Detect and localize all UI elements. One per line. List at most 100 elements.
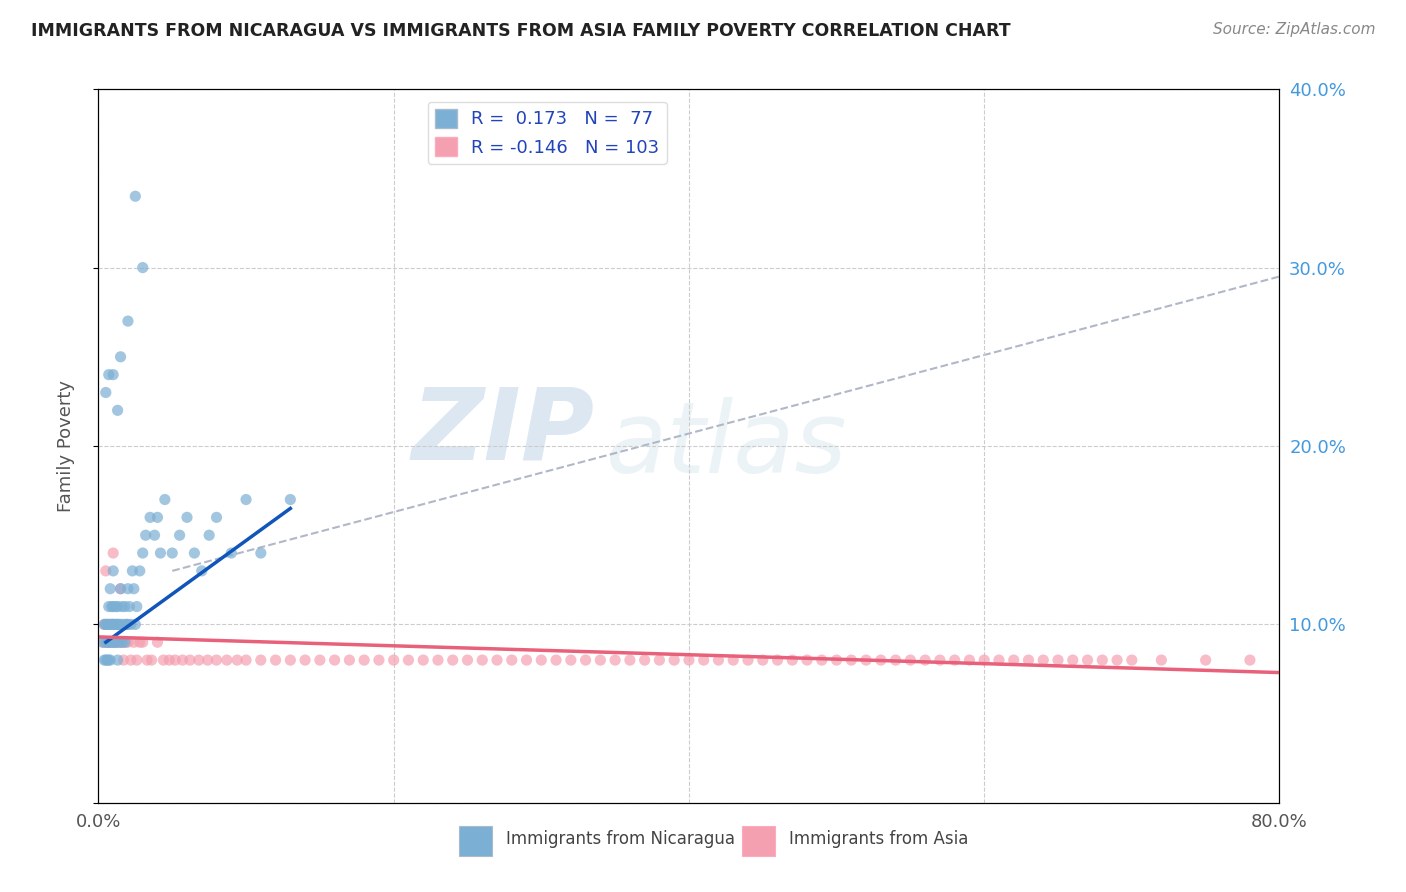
Point [855,653,877,667]
Point [157,653,180,667]
Point [226,653,249,667]
Point [122,635,145,649]
Point [1046,653,1070,667]
Point [114,635,136,649]
Point [100,599,122,614]
Point [93,617,115,632]
Point [135,528,157,542]
Point [1062,653,1084,667]
Point [96,617,118,632]
Point [221,546,243,560]
Point [96,653,118,667]
Point [94,564,117,578]
Point [107,403,129,417]
Point [471,653,494,667]
Point [1091,653,1114,667]
Point [104,635,127,649]
Point [441,653,464,667]
Text: Source: ZipAtlas.com: Source: ZipAtlas.com [1212,22,1375,37]
Point [1150,653,1173,667]
Point [619,653,641,667]
Point [107,599,129,614]
Text: IMMIGRANTS FROM NICARAGUA VS IMMIGRANTS FROM ASIA FAMILY POVERTY CORRELATION CHA: IMMIGRANTS FROM NICARAGUA VS IMMIGRANTS … [31,22,1011,40]
Point [280,492,302,507]
Point [117,314,139,328]
Point [103,635,125,649]
Point [560,653,582,667]
Point [457,653,479,667]
Point [97,599,120,614]
Point [120,653,142,667]
Point [139,510,162,524]
Point [97,653,120,667]
Point [235,492,257,507]
Point [111,635,134,649]
Point [128,564,150,578]
Point [103,617,125,632]
Point [132,260,155,275]
Point [104,617,127,632]
Point [501,653,523,667]
Point [124,189,146,203]
Point [136,653,159,667]
Point [1032,653,1054,667]
Point [103,617,125,632]
Point [737,653,759,667]
Point [121,564,143,578]
Point [132,546,155,560]
Text: ZIP: ZIP [412,384,595,480]
Point [98,582,121,596]
Point [323,653,346,667]
Point [141,653,163,667]
Point [105,635,128,649]
Point [125,653,148,667]
Point [723,653,745,667]
Point [122,582,145,596]
Y-axis label: Family Poverty: Family Poverty [56,380,75,512]
Point [796,653,818,667]
Point [1239,653,1261,667]
Point [94,635,117,649]
Point [117,582,139,596]
Point [103,599,125,614]
Point [884,653,907,667]
Point [235,653,257,667]
Point [91,635,114,649]
Point [110,350,132,364]
Point [97,635,120,649]
Point [427,653,450,667]
Point [914,653,936,667]
Point [546,653,568,667]
Point [197,653,219,667]
Point [664,653,686,667]
Point [107,617,129,632]
Point [1195,653,1218,667]
Point [530,653,553,667]
Point [900,653,922,667]
Point [782,653,804,667]
Point [187,653,209,667]
FancyBboxPatch shape [742,826,775,856]
Point [100,617,122,632]
Point [169,528,191,542]
Point [110,582,132,596]
Point [752,653,775,667]
Point [766,653,789,667]
Point [94,385,117,400]
Point [264,653,287,667]
Point [1107,653,1129,667]
Point [215,653,238,667]
Point [111,599,134,614]
Point [98,617,121,632]
Point [368,653,391,667]
Point [250,653,273,667]
Point [693,653,716,667]
Point [973,653,995,667]
Point [146,635,169,649]
Point [108,635,131,649]
Point [118,599,141,614]
Point [648,653,671,667]
Point [294,653,316,667]
Point [516,653,538,667]
Point [605,653,627,667]
